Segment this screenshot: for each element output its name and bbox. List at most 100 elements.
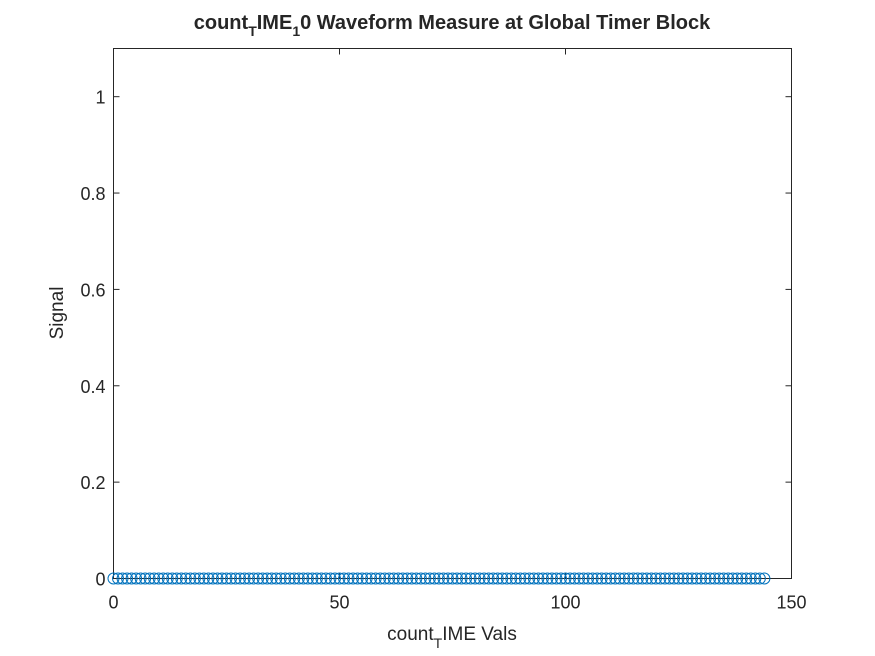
data-point — [428, 572, 441, 585]
data-point — [328, 572, 341, 585]
data-point — [726, 572, 739, 585]
data-point — [107, 572, 120, 585]
x-tick-label: 0 — [108, 593, 118, 613]
data-point — [631, 572, 644, 585]
data-point — [215, 572, 228, 585]
data-point — [613, 572, 626, 585]
data-point — [188, 572, 201, 585]
data-point — [432, 572, 445, 585]
data-point — [319, 572, 332, 585]
data-point — [139, 572, 152, 585]
chart-title: countTIME10 Waveform Measure at Global T… — [194, 12, 711, 39]
data-point — [274, 572, 287, 585]
data-point — [148, 572, 161, 585]
data-point — [315, 572, 328, 585]
data-point — [740, 572, 753, 585]
data-point — [713, 572, 726, 585]
data-point — [618, 572, 631, 585]
x-axis-label-sub: T — [434, 635, 443, 651]
data-point — [627, 572, 640, 585]
data-point — [193, 572, 206, 585]
data-point — [478, 572, 491, 585]
data-point — [690, 572, 703, 585]
data-point — [229, 572, 242, 585]
data-point — [505, 572, 518, 585]
data-point — [369, 572, 382, 585]
data-point — [527, 572, 540, 585]
data-point — [116, 572, 129, 585]
data-point — [695, 572, 708, 585]
data-point — [532, 572, 545, 585]
data-point — [654, 572, 667, 585]
data-point — [306, 572, 319, 585]
data-point — [573, 572, 586, 585]
data-point — [197, 572, 210, 585]
data-point — [261, 572, 274, 585]
data-point — [509, 572, 522, 585]
data-point — [667, 572, 680, 585]
data-point — [482, 572, 495, 585]
data-point — [396, 572, 409, 585]
data-markers — [107, 572, 771, 585]
data-point — [234, 572, 247, 585]
chart-title-base: count — [194, 12, 249, 34]
data-point — [441, 572, 454, 585]
data-point — [356, 572, 369, 585]
data-point — [708, 572, 721, 585]
data-point — [681, 572, 694, 585]
data-point — [392, 572, 405, 585]
data-point — [487, 572, 500, 585]
data-point — [423, 572, 436, 585]
data-point — [179, 572, 192, 585]
chart-title-sub2: 1 — [292, 23, 300, 39]
data-point — [451, 572, 464, 585]
y-tick-label: 0.4 — [80, 377, 105, 397]
data-point — [550, 572, 563, 585]
data-point — [419, 572, 432, 585]
data-point — [554, 572, 567, 585]
data-point — [704, 572, 717, 585]
data-point — [247, 572, 260, 585]
data-point — [161, 572, 174, 585]
chart-title-rest: 0 Waveform Measure at Global Timer Block — [300, 12, 711, 34]
data-point — [722, 572, 735, 585]
data-point — [518, 572, 531, 585]
data-point — [672, 572, 685, 585]
data-point — [735, 572, 748, 585]
data-point — [582, 572, 595, 585]
x-axis-label: countTIME Vals — [387, 624, 517, 651]
y-tick-label: 0 — [95, 570, 105, 590]
data-point — [270, 572, 283, 585]
data-point — [545, 572, 558, 585]
data-point — [184, 572, 197, 585]
data-point — [252, 572, 265, 585]
data-point — [225, 572, 238, 585]
data-point — [378, 572, 391, 585]
data-point — [130, 572, 143, 585]
data-point — [473, 572, 486, 585]
data-point — [600, 572, 613, 585]
data-point — [157, 572, 170, 585]
data-point — [595, 572, 608, 585]
data-point — [469, 572, 482, 585]
data-point — [206, 572, 219, 585]
data-point — [464, 572, 477, 585]
data-point — [568, 572, 581, 585]
data-point — [514, 572, 527, 585]
data-point — [292, 572, 305, 585]
data-point — [143, 572, 156, 585]
data-point — [731, 572, 744, 585]
y-tick-label: 0.2 — [80, 473, 105, 493]
data-point — [283, 572, 296, 585]
chart-title-sub1: T — [248, 23, 257, 39]
data-point — [586, 572, 599, 585]
data-point — [455, 572, 468, 585]
y-tick-label: 0.8 — [80, 184, 105, 204]
data-point — [564, 572, 577, 585]
x-axis-label-rest: IME Vals — [442, 624, 517, 645]
data-point — [405, 572, 418, 585]
data-point — [351, 572, 364, 585]
data-point — [446, 572, 459, 585]
